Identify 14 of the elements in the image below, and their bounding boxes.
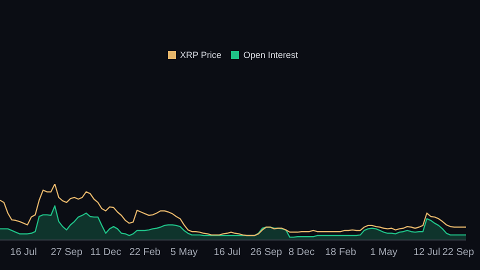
x-tick-label: 5 May — [170, 247, 198, 258]
x-tick-label: 16 Jul — [214, 247, 240, 258]
x-tick-label: 22 Feb — [129, 247, 161, 258]
x-tick-label: 11 Dec — [90, 247, 122, 258]
x-tick-label: 27 Sep — [50, 247, 83, 258]
legend-label: Open Interest — [243, 50, 298, 60]
legend-label: XRP Price — [180, 50, 222, 60]
x-tick-label: 22 Sep — [442, 247, 474, 258]
x-tick-label: 12 Jul — [413, 247, 440, 258]
x-tick-label: 18 Feb — [325, 247, 357, 258]
x-tick-label: 26 Sep — [250, 247, 283, 258]
x-tick-label: 8 Dec — [288, 247, 315, 258]
x-tick-label: 16 Jul — [10, 247, 37, 258]
x-tick-label: 1 May — [370, 247, 398, 258]
